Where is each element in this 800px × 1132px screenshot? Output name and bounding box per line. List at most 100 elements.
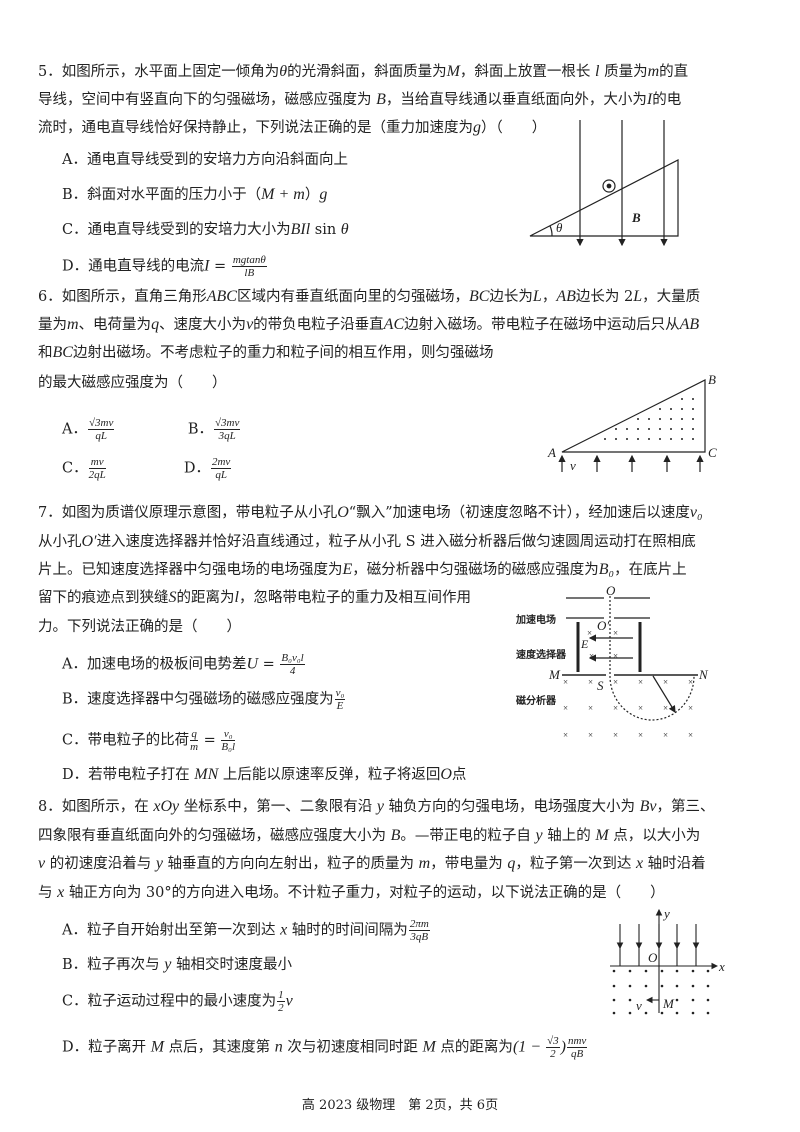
- s-label: S: [597, 678, 604, 693]
- text-run: ，忽略带电粒子的重力及相互间作用: [238, 590, 471, 606]
- question-line: 留下的痕迹点到狭缝S的距离为l，忽略带电粒子的重力及相互间作用: [38, 588, 471, 608]
- text-run: C．带电粒子的比荷: [62, 732, 190, 749]
- field-into-page-mark: ×: [588, 730, 593, 740]
- field-into-page-mark: ×: [688, 730, 693, 740]
- selector-label: 速度选择器: [516, 648, 567, 661]
- text-run: 进入速度选择器并恰好沿直线通过，粒子从小孔 S 进入磁分析器后做匀速圆周运动打在…: [96, 534, 696, 550]
- denominator: 2qL: [88, 469, 106, 481]
- math-symbol: n: [274, 1038, 283, 1056]
- field-into-page-mark: ×: [638, 730, 643, 740]
- text-run: ）: [304, 187, 320, 203]
- math-symbol: AC: [383, 316, 405, 333]
- text-run: 量为: [38, 317, 67, 333]
- math-symbol: L: [532, 288, 542, 305]
- numerator: mgtanθ: [231, 254, 267, 267]
- text-run: 轴时的时间间隔为: [287, 922, 408, 939]
- math-symbol: m: [647, 63, 660, 80]
- math-symbol: E: [342, 561, 353, 578]
- field-dot: [670, 418, 672, 420]
- numerator: v₀: [221, 728, 236, 741]
- answer-option: A．通电直导线受到的安培力方向沿斜面向上: [62, 150, 348, 170]
- origin-label: O: [648, 950, 658, 965]
- vertex-a-label: A: [547, 445, 556, 460]
- field-into-page-mark: ×: [663, 703, 668, 713]
- math-symbol: B₀: [598, 561, 615, 578]
- hole-o-prime-label: O′: [597, 618, 609, 633]
- text-run: 次与初速度相同时距: [282, 1039, 423, 1056]
- field-out-dot: [675, 984, 679, 988]
- numerator: B₀v₀l: [280, 652, 305, 665]
- text-run: 点后，其速度第: [164, 1039, 275, 1056]
- field-out-dot: [660, 1011, 664, 1015]
- text-run: 的距离为: [176, 590, 235, 606]
- m-label: M: [548, 667, 561, 682]
- field-out-dot: [660, 969, 664, 973]
- math-symbol: L: [633, 288, 643, 305]
- x-axis-label: x: [718, 959, 725, 974]
- field-into-page-mark: ×: [688, 677, 693, 687]
- text-run: D．若带电粒子打在: [62, 767, 195, 783]
- incline-figure: [529, 120, 679, 247]
- field-label: B: [631, 210, 641, 225]
- question-line: 7．如图为质谱仪原理示意图，带电粒子从小孔O“飘入”加速电场（初速度忽略不计），…: [38, 503, 703, 523]
- text-run: 留下的痕迹点到狭缝: [38, 590, 169, 606]
- field-into-page-mark: ×: [613, 730, 618, 740]
- denominator: qL: [95, 430, 107, 442]
- field-dot: [637, 428, 639, 430]
- question-line: 四象限有垂直纸面向外的匀强磁场，磁感应强度大小为 B。—带正电的粒子自 y 轴上…: [38, 826, 700, 846]
- text-run: 轴负方向的匀强电场，电场强度大小为: [383, 799, 640, 815]
- field-out-dot: [706, 1011, 710, 1015]
- math-symbol: M: [422, 1038, 436, 1056]
- question-line: 导线，空间中有竖直向下的匀强磁场，磁感应强度为 B，当给直导线通以垂直纸面向外，…: [38, 90, 681, 110]
- text-run: ，: [541, 289, 557, 305]
- answer-option: D．粒子离开 M 点后，其速度第 n 次与初速度相同时距 M 点的距离为(1 −…: [62, 1035, 588, 1060]
- question-line: 8．如图所示，在 xOy 坐标系中，第一、二象限有沿 y 轴负方向的匀强电场，电…: [38, 797, 715, 817]
- field-out-dot: [675, 1011, 679, 1015]
- numerator: q: [190, 728, 199, 741]
- math-symbol: m: [67, 316, 79, 333]
- math-symbol: x: [635, 855, 644, 872]
- math-symbol: I: [646, 91, 653, 108]
- math-symbol: v: [285, 992, 293, 1010]
- numerator: √3mv: [87, 417, 115, 430]
- text-run: 与: [38, 885, 58, 901]
- math-symbol: v: [246, 316, 254, 333]
- numerator: mv: [88, 456, 106, 469]
- math-symbol: θ: [279, 63, 288, 80]
- text-run: 8．如图所示，在: [38, 799, 154, 815]
- numerator: √3mv: [214, 417, 241, 430]
- text-run: 边长为: [489, 289, 533, 305]
- numerator: 1: [277, 989, 285, 1002]
- text-run: 的光滑斜面，斜面质量为: [287, 64, 447, 80]
- fraction: √3mv qL: [87, 417, 115, 442]
- text-run: ，第三、: [656, 799, 715, 815]
- field-out-dot: [660, 984, 664, 988]
- field-out-dot: [612, 998, 616, 1002]
- text-run: 点，以大小为: [608, 828, 701, 844]
- fraction: v₀ B₀l: [221, 728, 236, 753]
- text-run: 坐标系中，第一、二象限有沿: [179, 799, 377, 815]
- math-symbol: B: [376, 91, 386, 108]
- answer-option: B．斜面对水平面的压力小于（M + m）g: [62, 185, 327, 205]
- answer-option: C． mv 2qL D． 2mv qL: [62, 456, 232, 481]
- text-run: 6．如图所示，直角三角形: [38, 289, 207, 305]
- math-symbol: q: [507, 855, 516, 872]
- math-symbol: θ: [340, 221, 349, 238]
- field-out-dot: [612, 1011, 616, 1015]
- text-run: 流时，通电直导线恰好保持静止，下列说法正确的是（重力加速度为: [38, 120, 473, 136]
- y-axis-label: y: [662, 906, 670, 921]
- fraction: B₀v₀l 4: [280, 652, 305, 677]
- field-out-dot: [691, 969, 695, 973]
- answer-option: B．粒子再次与 y 轴相交时速度最小: [62, 955, 292, 975]
- field-dot: [681, 438, 683, 440]
- math-symbol: AB: [679, 316, 700, 333]
- text-run: =: [199, 732, 221, 749]
- text-run: 的初速度沿着与: [45, 856, 156, 872]
- question-line: 与 x 轴正方向为 30°的方向进入电场。不计粒子重力，对粒子的运动，以下说法正…: [38, 883, 665, 903]
- text-run: 轴上的: [542, 828, 596, 844]
- text-run: A．: [62, 421, 87, 438]
- field-into-page-mark: ×: [563, 703, 568, 713]
- math-symbol: y: [155, 855, 163, 872]
- field-out-dot: [706, 969, 710, 973]
